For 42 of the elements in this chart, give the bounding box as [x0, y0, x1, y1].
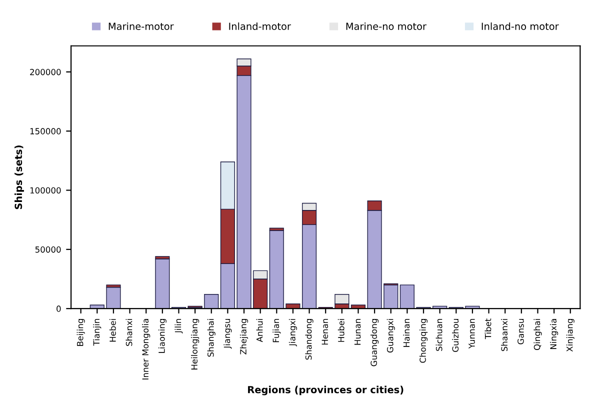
x-tick-label: Gansu [518, 319, 524, 344]
x-tick-label: Shanxi [126, 319, 132, 346]
x-tick-label: Liaoning [158, 319, 166, 353]
x-tick-label: Hunan [354, 319, 361, 345]
y-tick-label: 200000 [30, 68, 61, 76]
x-tick-label: Jiangsu [224, 319, 232, 349]
x-tick-label: Hainan [403, 319, 410, 347]
legend-label: Inland-no motor [482, 22, 559, 30]
legend-label: Marine-motor [108, 22, 174, 30]
y-axis-title: Ships (sets) [14, 146, 24, 210]
x-tick-label: Ningxia [550, 319, 558, 349]
x-tick-label: Yunnan [468, 319, 475, 349]
x-tick-label: Jilin [174, 319, 183, 334]
x-tick-label: Hebei [109, 319, 116, 342]
x-tick-label: Anhui [256, 319, 263, 342]
x-tick-label: Zhejiang [240, 319, 248, 354]
x-tick-label: Qinghai [534, 319, 542, 350]
y-tick-label: 150000 [30, 128, 61, 134]
x-tick-label: Shanghai [207, 319, 216, 357]
x-tick-label: Beijing [76, 319, 85, 346]
x-tick-label: Tianjin [93, 319, 102, 346]
x-tick-label: Fujian [272, 319, 281, 342]
y-tick-label: 50000 [35, 246, 61, 253]
x-tick-label: Henan [322, 319, 328, 345]
legend-label: Marine-no motor [346, 22, 426, 30]
x-tick-label: Guangxi [386, 319, 395, 352]
y-tick-label: 0 [56, 306, 61, 312]
x-tick-label: Heilongjiang [191, 319, 200, 370]
x-tick-label: Tibet [484, 318, 492, 340]
x-tick-label: Xinjiang [566, 319, 574, 352]
x-axis-title: Regions (provinces or cities) [248, 386, 404, 396]
x-tick-label: Shaanxi [501, 319, 508, 352]
x-tick-label: Inner Mongolia [142, 319, 150, 380]
x-tick-label: Guizhou [452, 319, 459, 352]
legend-label: Inland-motor [229, 22, 291, 30]
x-tick-label: Shandong [305, 319, 314, 360]
x-tick-label: Guangdong [370, 319, 379, 366]
x-tick-label: Chongqing [419, 319, 428, 363]
x-tick-label: Sichuan [436, 319, 442, 351]
y-tick-label: 100000 [30, 187, 61, 194]
x-tick-label: Hubei [338, 319, 344, 342]
x-tick-label: Jiangxi [288, 319, 297, 346]
